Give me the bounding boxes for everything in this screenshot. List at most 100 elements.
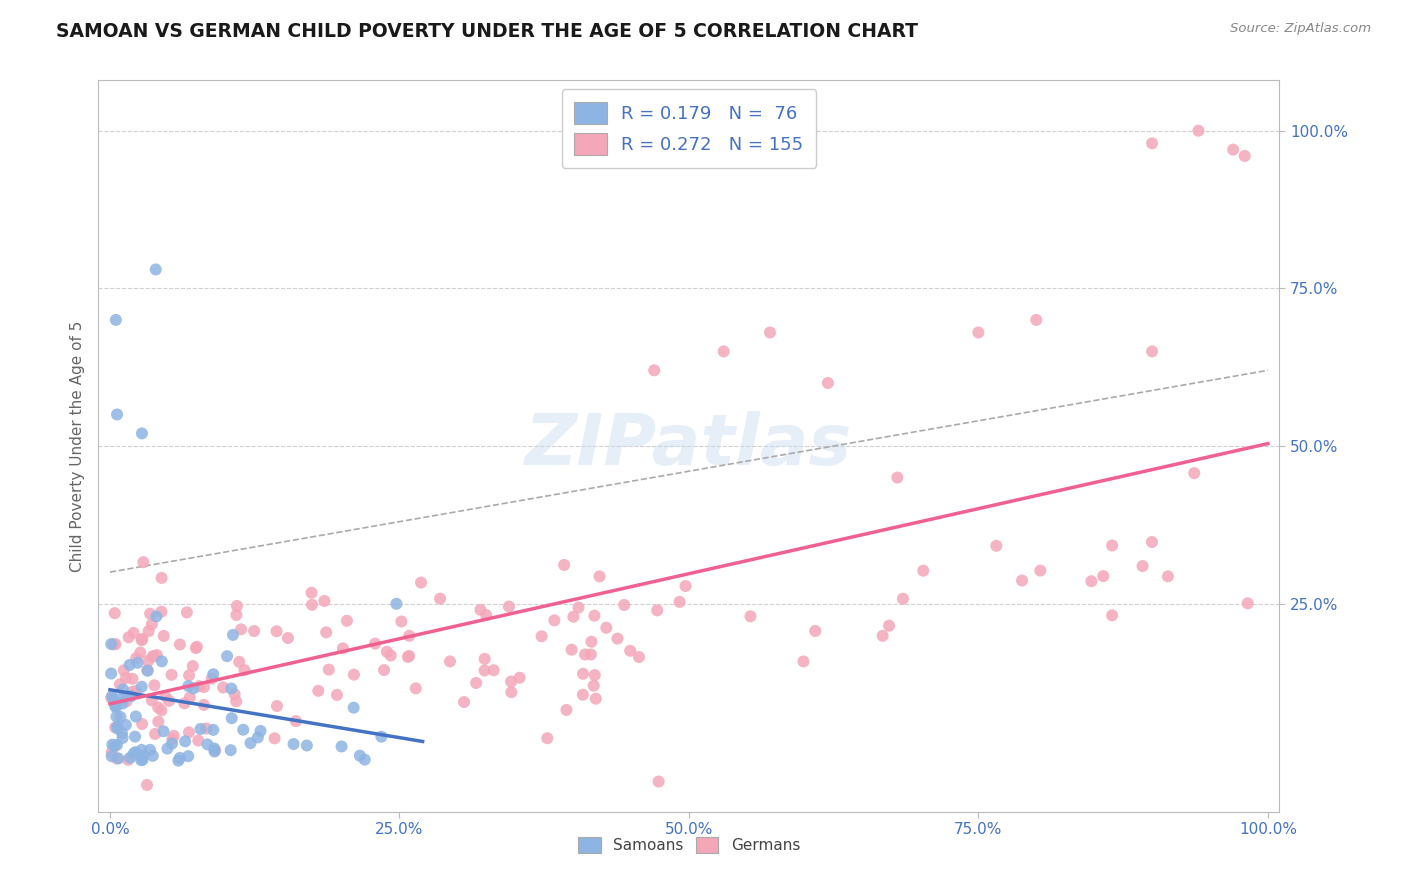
Point [103, 692, 125, 706]
Point [613, 598, 636, 612]
Point [553, 558, 575, 572]
Point [176, 605, 198, 619]
Point [177, 679, 200, 693]
Point [543, 613, 565, 627]
Y-axis label: Child Poverty Under the Age of 5: Child Poverty Under the Age of 5 [69, 320, 84, 572]
Point [108, 677, 131, 691]
Point [174, 734, 197, 748]
Point [145, 262, 167, 277]
Point [132, 748, 155, 763]
Point [572, 666, 595, 681]
Point [127, 656, 149, 670]
Point [105, 738, 128, 752]
Point [555, 703, 578, 717]
Point [1233, 149, 1256, 163]
Point [370, 730, 392, 744]
Point [125, 709, 148, 723]
Point [105, 408, 128, 422]
Point [284, 714, 307, 728]
Point [501, 674, 523, 689]
Point [579, 648, 602, 662]
Point [111, 731, 134, 745]
Point [105, 709, 128, 723]
Point [148, 714, 170, 729]
Point [121, 672, 143, 686]
Point [190, 722, 212, 736]
Point [967, 326, 990, 340]
Point [193, 698, 215, 712]
Point [877, 618, 900, 632]
Point [186, 640, 208, 654]
Point [177, 668, 200, 682]
Point [118, 657, 141, 672]
Point [193, 680, 215, 694]
Point [373, 663, 395, 677]
Point [1101, 539, 1123, 553]
Point [115, 689, 138, 703]
Point [627, 650, 650, 665]
Point [131, 743, 153, 757]
Point [582, 679, 605, 693]
Point [115, 671, 138, 685]
Point [131, 633, 153, 648]
Point [136, 778, 159, 792]
Point [146, 648, 169, 662]
Point [111, 697, 134, 711]
Point [647, 774, 669, 789]
Point [217, 649, 239, 664]
Point [173, 696, 195, 710]
Text: Source: ZipAtlas.com: Source: ZipAtlas.com [1230, 22, 1371, 36]
Point [606, 632, 628, 646]
Point [228, 655, 250, 669]
Point [453, 695, 475, 709]
Point [1222, 143, 1244, 157]
Point [643, 363, 665, 377]
Point [142, 748, 165, 763]
Point [204, 743, 226, 757]
Point [239, 736, 262, 750]
Point [498, 599, 520, 614]
Point [219, 743, 242, 757]
Point [583, 608, 606, 623]
Point [266, 624, 288, 639]
Point [143, 678, 166, 692]
Point [595, 621, 617, 635]
Point [405, 681, 427, 696]
Point [131, 632, 153, 646]
Point [307, 683, 329, 698]
Point [100, 745, 122, 759]
Point [536, 731, 558, 746]
Point [562, 609, 585, 624]
Point [145, 609, 167, 624]
Point [986, 539, 1008, 553]
Point [131, 717, 153, 731]
Point [465, 676, 488, 690]
Point [283, 737, 305, 751]
Point [343, 667, 366, 681]
Point [195, 722, 218, 736]
Point [101, 738, 124, 752]
Point [124, 730, 146, 744]
Point [136, 663, 159, 677]
Point [142, 649, 165, 664]
Point [792, 655, 814, 669]
Point [104, 699, 127, 714]
Point [314, 594, 336, 608]
Point [1157, 569, 1180, 583]
Point [501, 685, 523, 699]
Point [225, 694, 247, 708]
Point [224, 687, 246, 701]
Point [233, 663, 256, 677]
Point [202, 667, 225, 681]
Point [509, 671, 531, 685]
Point [131, 753, 153, 767]
Point [100, 690, 122, 705]
Point [138, 624, 160, 639]
Point [912, 564, 935, 578]
Point [183, 681, 205, 696]
Point [886, 470, 908, 484]
Point [572, 688, 595, 702]
Point [364, 637, 387, 651]
Point [225, 607, 247, 622]
Point [111, 691, 134, 706]
